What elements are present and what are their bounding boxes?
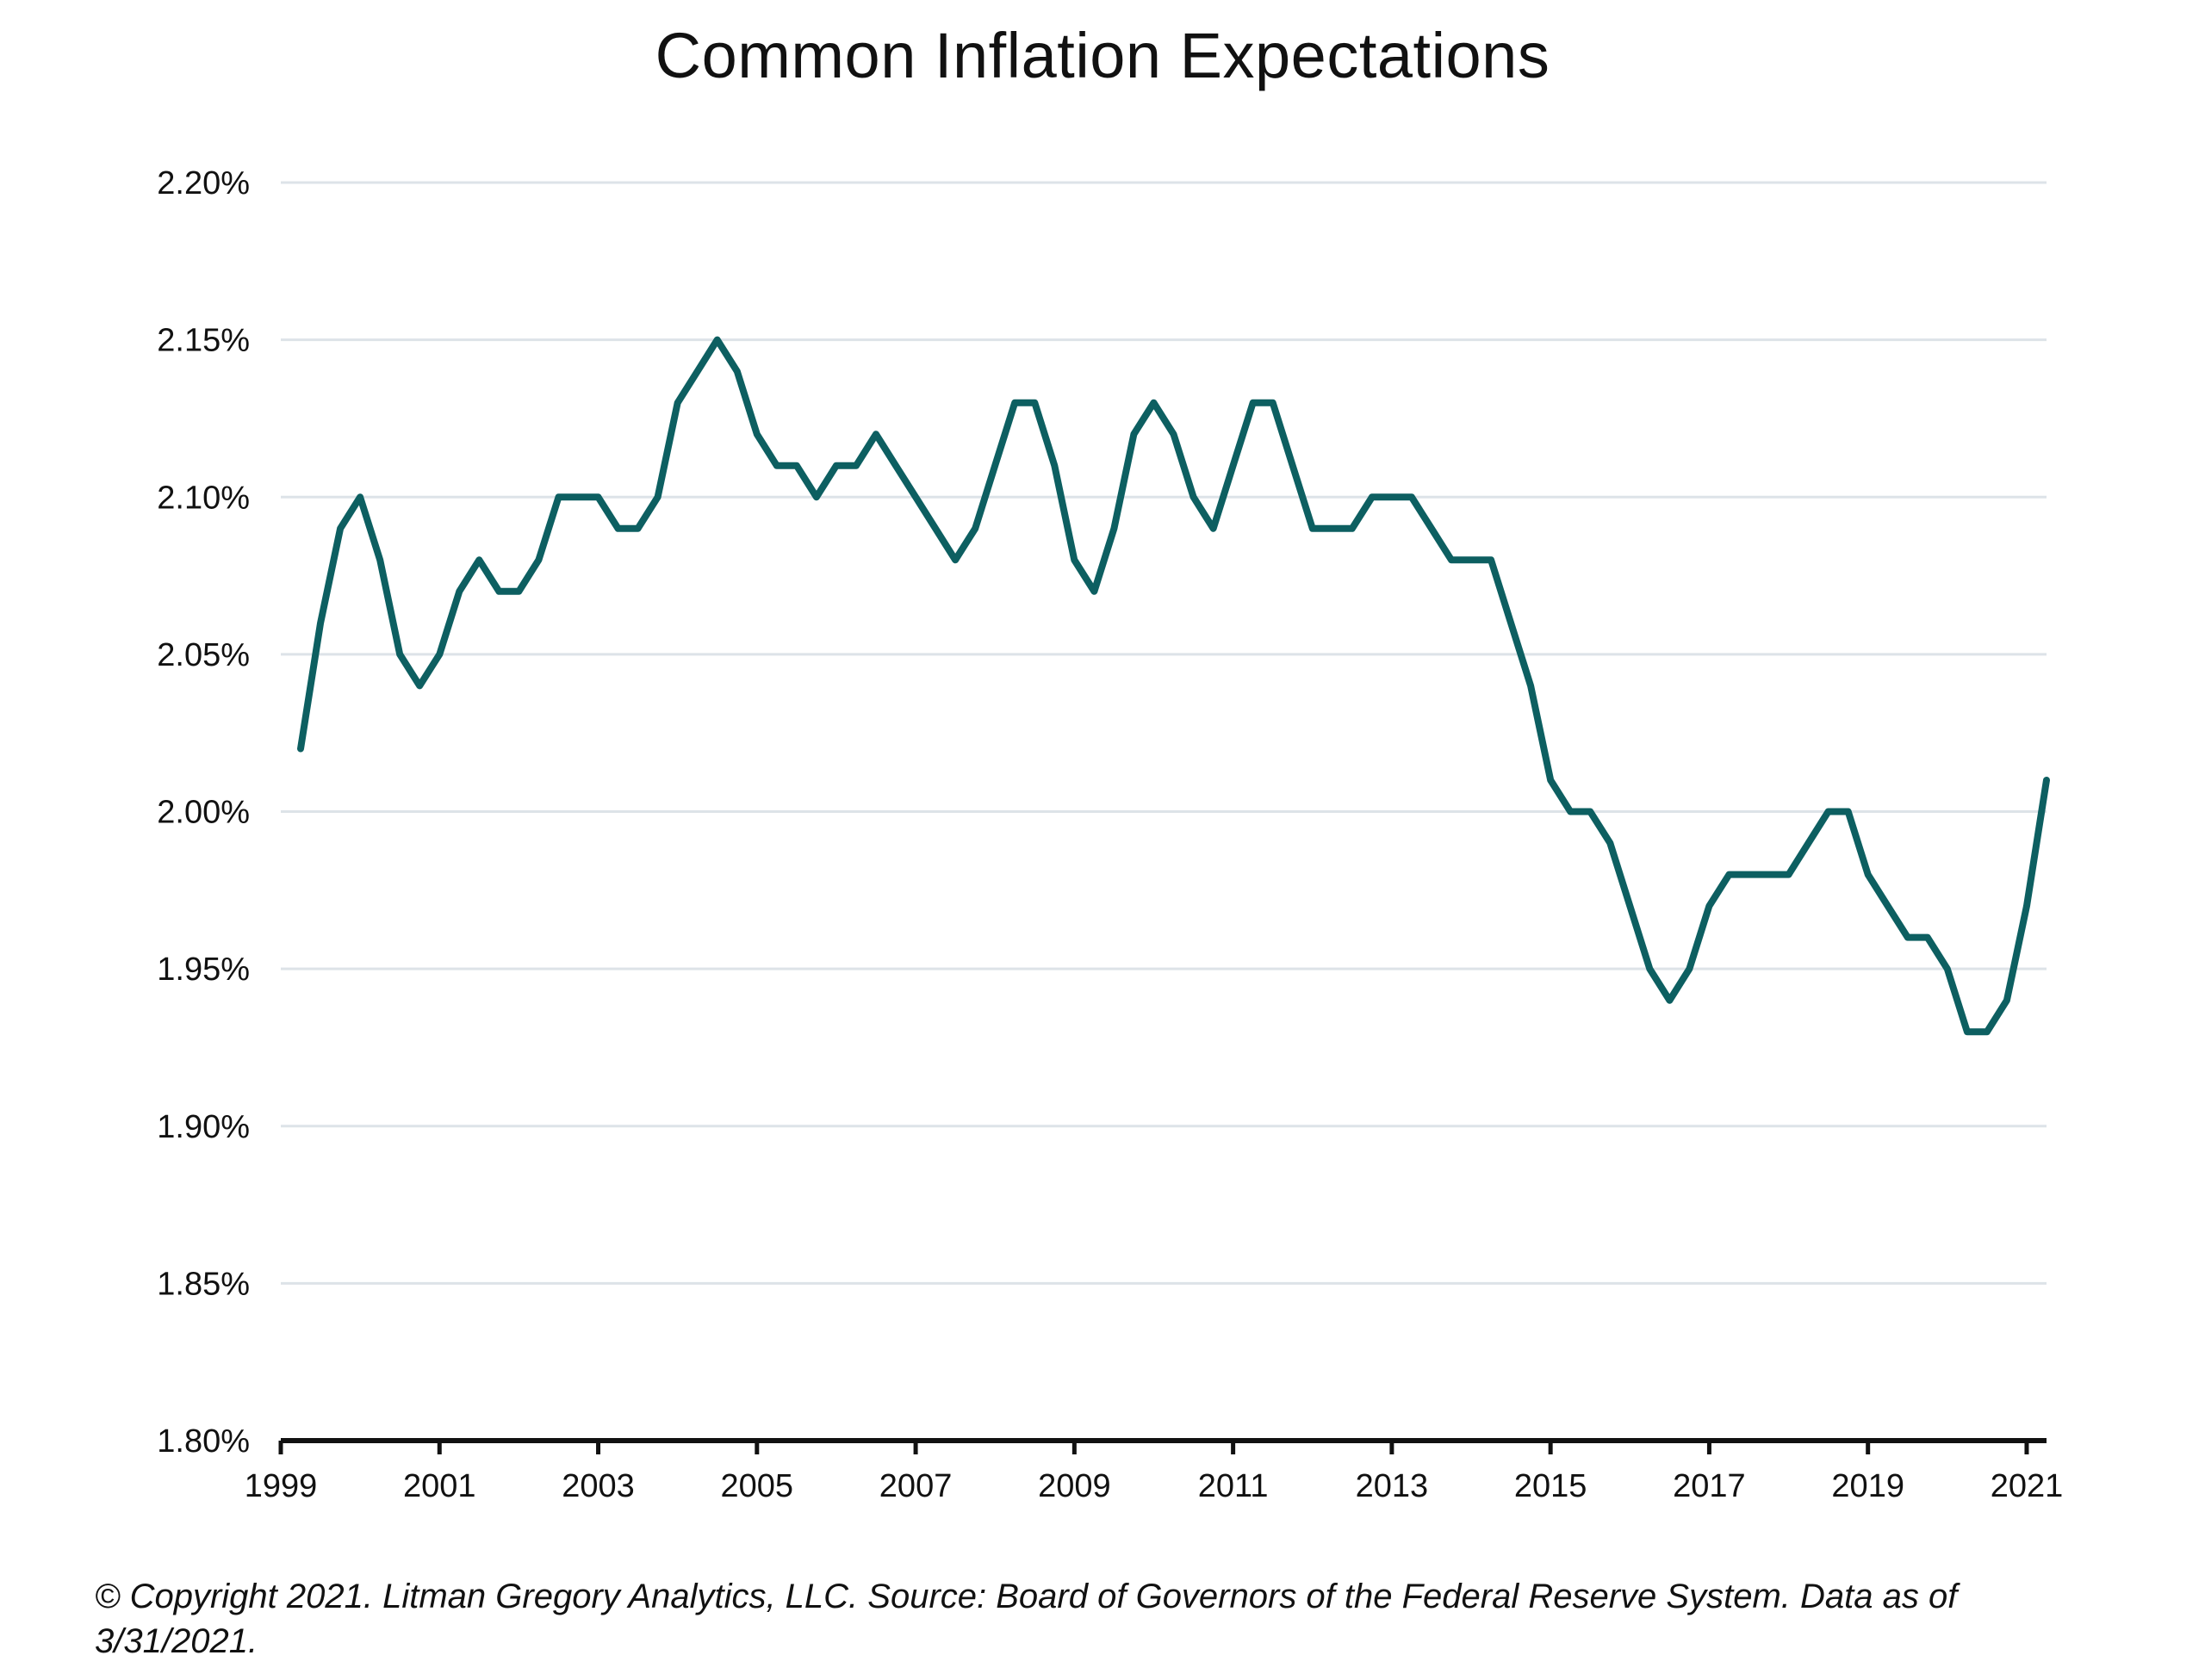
y-tick-label: 2.10% — [157, 480, 250, 516]
y-tick-label: 1.85% — [157, 1266, 250, 1302]
y-tick-label: 2.05% — [157, 637, 250, 673]
x-tick-label: 2005 — [721, 1468, 794, 1504]
y-tick-label: 1.80% — [157, 1423, 250, 1460]
x-tick-label: 2011 — [1198, 1468, 1269, 1504]
x-tick-label: 2001 — [403, 1468, 476, 1504]
y-tick-label: 2.00% — [157, 795, 250, 831]
x-tick-label: 2003 — [562, 1468, 635, 1504]
footnote: © Copyright 2021. Litman Gregory Analyti… — [95, 1578, 1958, 1660]
y-tick-label: 1.90% — [157, 1109, 250, 1145]
y-tick-label: 1.95% — [157, 952, 250, 988]
x-tick-label: 2009 — [1038, 1468, 1111, 1504]
x-tick-label: 2017 — [1673, 1468, 1746, 1504]
x-tick-label: 2013 — [1356, 1468, 1429, 1504]
series-line — [297, 336, 2050, 1036]
x-tick-label: 2021 — [1991, 1468, 2064, 1504]
y-tick-label: 2.15% — [157, 323, 250, 359]
x-tick-label: 2007 — [879, 1468, 953, 1504]
y-axis-tick-labels: 1.80% 1.85% 1.90% 1.95% 2.00% 2.05% 2.10% 2.15%… — [157, 165, 250, 1460]
y-tick-label: 2.20% — [157, 165, 250, 201]
x-tick-label: 2015 — [1514, 1468, 1587, 1504]
x-axis-tick-marks — [278, 1441, 2029, 1454]
x-axis-tick-labels: 1999 2001 2003 2005 2007 2009 2011 2013 2015 2017… — [245, 1468, 2064, 1504]
chart-title: Common Inflation Expectations — [655, 20, 1550, 91]
x-tick-label: 2019 — [1831, 1468, 1904, 1504]
gridlines — [281, 181, 2047, 1285]
x-tick-label: 1999 — [245, 1468, 318, 1504]
